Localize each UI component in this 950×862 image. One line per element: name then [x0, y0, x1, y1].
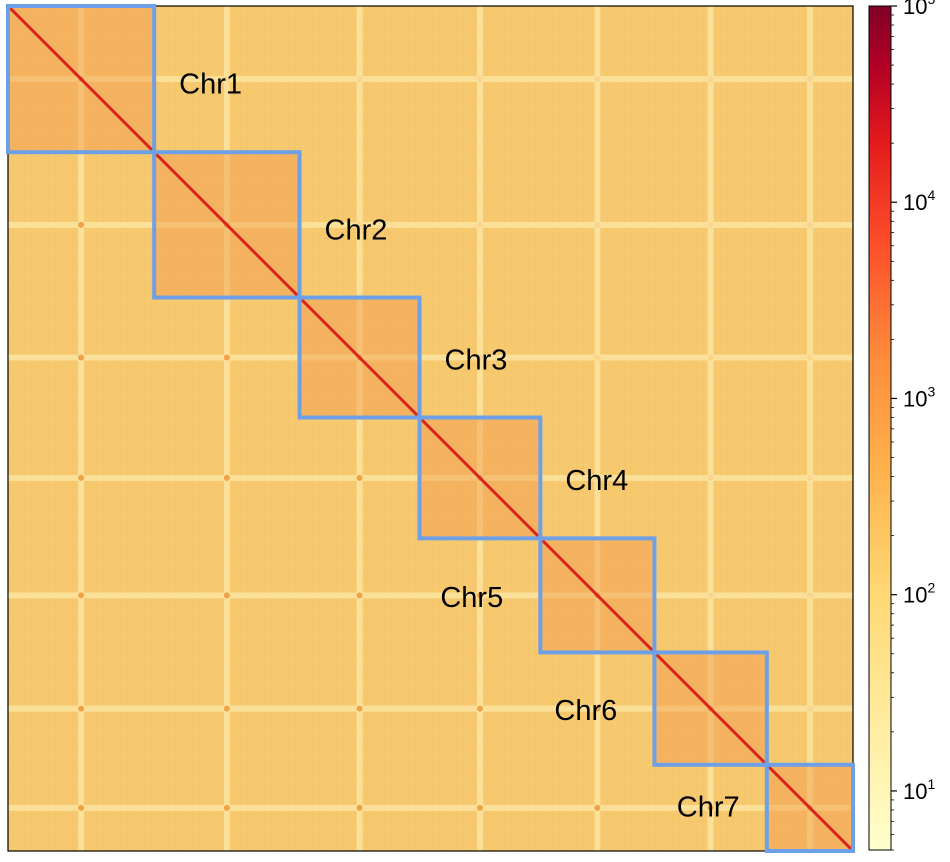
- centromere-dot: [356, 474, 363, 481]
- pale-stripe-horizontal: [8, 221, 853, 228]
- pale-stripe-vertical: [707, 6, 714, 851]
- colorbar-tick-label: 102: [903, 580, 935, 608]
- centromere-dot: [476, 804, 483, 811]
- centromere-dot: [78, 804, 85, 811]
- colorbar-tick-label: 101: [903, 776, 935, 804]
- tick-exponent: 3: [927, 383, 935, 399]
- centromere-dot: [476, 592, 483, 599]
- chromosome-block-outline: [764, 762, 855, 853]
- chromosome-label-chr1: Chr1: [179, 69, 242, 101]
- colorbar-tick-label: 104: [903, 187, 935, 215]
- pale-stripe-vertical: [476, 6, 483, 851]
- centromere-dot: [78, 705, 85, 712]
- tick-exponent: 1: [927, 776, 935, 792]
- centromere-dot: [78, 354, 85, 361]
- centromere-dot: [476, 705, 483, 712]
- chromosome-label-chr5: Chr5: [440, 582, 503, 614]
- tick-exponent: 2: [927, 580, 935, 596]
- centromere-dot: [78, 474, 85, 481]
- chromosome-labels: Chr1 Chr2 Chr3 Chr4 Chr5 Chr6 Chr7: [179, 69, 739, 824]
- pale-stripe-horizontal: [8, 76, 853, 83]
- pale-stripe-vertical: [356, 6, 363, 851]
- colorbar-tick-label: 103: [903, 383, 935, 411]
- chromosome-label-chr7: Chr7: [677, 792, 740, 824]
- tick-base: 10: [903, 190, 927, 215]
- chromosome-block-outline: [6, 4, 157, 155]
- tick-base: 10: [903, 386, 927, 411]
- tick-exponent: 4: [927, 187, 935, 203]
- pale-stripe-horizontal: [8, 354, 853, 361]
- centromere-dot: [594, 705, 601, 712]
- chromosome-label-chr6: Chr6: [554, 695, 617, 727]
- tick-base: 10: [903, 0, 927, 19]
- centromere-dot: [223, 354, 230, 361]
- contact-matrix: [8, 6, 853, 851]
- centromere-dot: [356, 804, 363, 811]
- pale-stripe-horizontal: [8, 592, 853, 599]
- chromosome-blocks: [6, 4, 855, 853]
- colorbar-ticks: 101102103104105: [891, 0, 935, 851]
- centromere-dot: [223, 705, 230, 712]
- pale-stripe-vertical: [78, 6, 85, 851]
- chromosome-label-chr3: Chr3: [445, 345, 508, 377]
- heatmap-diagonal: [8, 6, 853, 851]
- heatmap-stripes: [8, 6, 853, 851]
- centromere-dot: [594, 804, 601, 811]
- pale-stripe-vertical: [223, 6, 230, 851]
- pale-stripe-horizontal: [8, 804, 853, 811]
- pale-stripe-vertical: [806, 6, 813, 851]
- chromosome-block-outline: [417, 415, 543, 541]
- centromere-dot: [223, 474, 230, 481]
- chromosome-block-outline: [538, 536, 657, 655]
- tick-exponent: 5: [927, 0, 935, 7]
- chromosome-block-outline: [152, 150, 302, 300]
- chromosome-block-outline: [652, 650, 769, 767]
- pale-stripe-vertical: [594, 6, 601, 851]
- chromosome-label-chr2: Chr2: [325, 214, 388, 246]
- chromosome-block-outline: [297, 295, 422, 420]
- centromere-dot: [356, 705, 363, 712]
- colorbar: 101102103104105: [868, 0, 935, 851]
- centromere-dot: [356, 592, 363, 599]
- centromere-dot: [707, 804, 714, 811]
- centromere-dot: [223, 804, 230, 811]
- colorbar-gradient: [868, 5, 892, 851]
- chromosome-label-chr4: Chr4: [565, 465, 628, 497]
- colorbar-tick-label: 105: [903, 0, 935, 19]
- tick-base: 10: [903, 779, 927, 804]
- tick-base: 10: [903, 583, 927, 608]
- pale-stripe-horizontal: [8, 705, 853, 712]
- centromere-dot: [78, 221, 85, 228]
- centromere-dot: [223, 592, 230, 599]
- centromere-dot: [78, 592, 85, 599]
- heatmap-frame: [7, 5, 854, 852]
- pale-stripe-horizontal: [8, 474, 853, 481]
